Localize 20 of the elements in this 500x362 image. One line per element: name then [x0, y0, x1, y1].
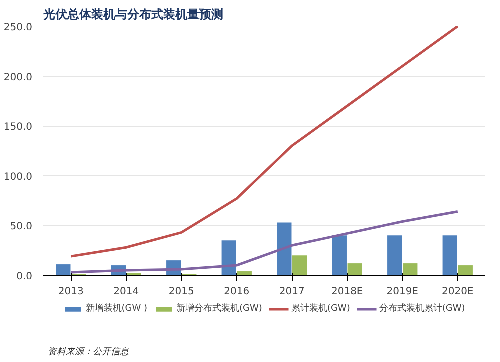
x-tick-label: 2013 [58, 286, 84, 298]
x-tick-label: 2018E [331, 286, 364, 298]
x-tick-label: 2019E [386, 286, 419, 298]
chart-title: 光伏总体装机与分布式装机量预测 [42, 8, 224, 22]
y-tick-label: 250.0 [4, 22, 33, 34]
x-tick-label: 2016 [224, 286, 250, 298]
legend-label: 新增装机(GW ) [86, 302, 148, 315]
y-tick-label: 150.0 [4, 122, 33, 134]
legend-label: 分布式装机累计(GW) [379, 302, 466, 315]
x-tick-label: 2014 [114, 286, 140, 298]
y-tick-label: 0.0 [16, 272, 33, 282]
text: 资料来源：公开信息 [48, 346, 129, 358]
y-tick-label: 50.0 [10, 222, 32, 233]
legend-label: 累计装机(GW) [291, 302, 350, 315]
x-tick-label: 2015 [168, 286, 194, 298]
y-tick-label: 200.0 [4, 72, 33, 84]
x-tick-label: 2017 [279, 286, 305, 298]
legend-label: 新增分布式装机(GW) [176, 302, 262, 315]
x-tick-label: 2020E [442, 286, 474, 298]
y-tick-label: 100.0 [4, 172, 33, 183]
